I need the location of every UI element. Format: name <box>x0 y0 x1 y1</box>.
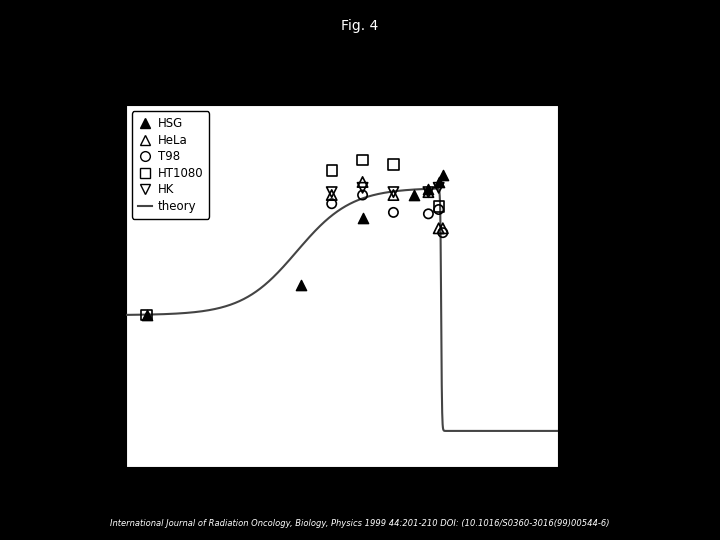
Y-axis label: Relative Biological Dose: Relative Biological Dose <box>76 202 90 370</box>
Point <box>437 171 449 179</box>
X-axis label: Residual Range (mm): Residual Range (mm) <box>267 496 417 510</box>
Point <box>326 199 338 208</box>
Point <box>387 160 399 169</box>
Point <box>437 228 449 237</box>
Point <box>326 191 338 199</box>
Point <box>295 280 307 289</box>
Point <box>423 188 434 197</box>
Legend: HSG, HeLa, T98, HT1080, HK, theory: HSG, HeLa, T98, HT1080, HK, theory <box>132 111 210 219</box>
Point <box>357 191 369 199</box>
Point <box>141 311 153 320</box>
Point <box>423 210 434 218</box>
Point <box>357 156 369 165</box>
Point <box>433 178 444 186</box>
Point <box>357 178 369 186</box>
Point <box>408 191 420 199</box>
Text: International Journal of Radiation Oncology, Biology, Physics 1999 44:201-210 DO: International Journal of Radiation Oncol… <box>110 519 610 528</box>
Title: Carbon 290 MeV/u, 6cm SOBP: Carbon 290 MeV/u, 6cm SOBP <box>202 83 482 101</box>
Point <box>326 166 338 175</box>
Point <box>433 202 444 211</box>
Point <box>433 205 444 214</box>
Point <box>387 191 399 199</box>
Point <box>437 224 449 233</box>
Point <box>326 188 338 197</box>
Point <box>433 224 444 233</box>
Point <box>387 208 399 217</box>
Point <box>141 311 153 320</box>
Point <box>387 188 399 197</box>
Point <box>357 214 369 222</box>
Text: Fig. 4: Fig. 4 <box>341 19 379 33</box>
Point <box>357 184 369 192</box>
Point <box>433 184 444 192</box>
Point <box>423 188 434 197</box>
Point <box>423 185 434 193</box>
